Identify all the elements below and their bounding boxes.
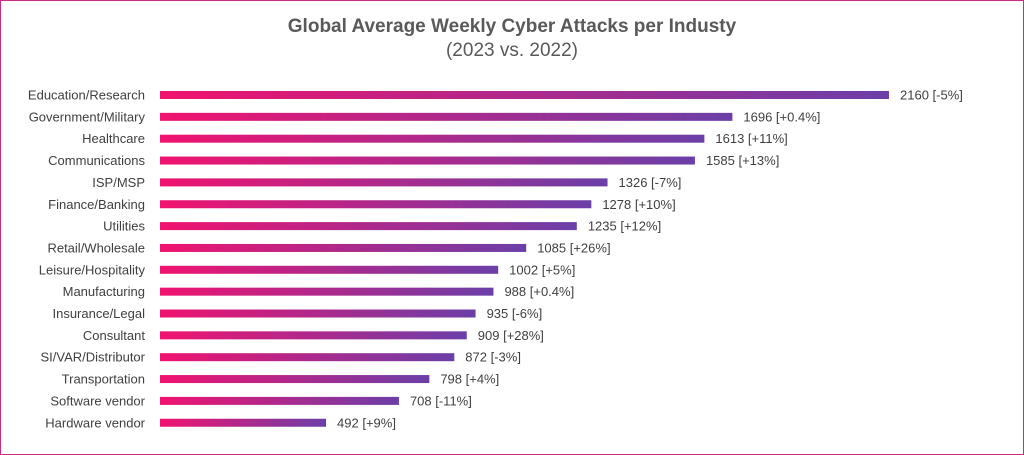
bar — [160, 287, 494, 296]
bar — [160, 265, 499, 274]
data-label: 1613 [+11%] — [715, 131, 787, 146]
category-label: Leisure/Hospitality — [39, 262, 146, 277]
data-label: 935 [-6%] — [487, 306, 543, 321]
bar — [160, 418, 327, 427]
category-label: Finance/Banking — [48, 197, 145, 212]
bar — [160, 375, 430, 384]
category-label: Government/Military — [29, 109, 146, 124]
category-label: ISP/MSP — [92, 175, 145, 190]
bar — [160, 91, 889, 99]
category-label: Utilities — [103, 219, 145, 234]
category-label: Education/Research — [28, 88, 145, 103]
data-label: 1326 [-7%] — [619, 175, 682, 190]
data-label: 1085 [+26%] — [537, 240, 610, 255]
bar — [160, 156, 695, 165]
data-label: 798 [+4%] — [440, 372, 499, 387]
data-label: 492 [+9%] — [337, 415, 396, 430]
bar — [160, 396, 399, 405]
data-label: 708 [-11%] — [410, 393, 472, 408]
chart-subtitle: (2023 vs. 2022) — [445, 40, 579, 61]
category-label: SI/VAR/Distributor — [40, 350, 145, 365]
bar — [160, 178, 608, 187]
bar — [160, 222, 577, 231]
category-label: Software vendor — [50, 393, 145, 408]
category-label: Communications — [48, 153, 145, 168]
data-label: 1278 [+10%] — [602, 197, 675, 212]
data-label: 2160 [-5%] — [900, 88, 963, 103]
data-label: 909 [+28%] — [478, 328, 544, 343]
data-label: 872 [-3%] — [465, 350, 521, 365]
category-label: Retail/Wholesale — [47, 240, 145, 255]
bar — [160, 112, 733, 121]
category-label: Manufacturing — [63, 284, 145, 299]
bar — [160, 309, 476, 318]
data-label: 1235 [+12%] — [588, 219, 661, 234]
category-label: Transportation — [62, 372, 145, 387]
chart-title: Global Average Weekly Cyber Attacks per … — [287, 16, 737, 37]
bar — [160, 134, 705, 143]
bars-group: Education/Research 2160 [-5%] Government/M… — [28, 88, 963, 431]
data-label: 1585 [+13%] — [706, 153, 779, 168]
data-label: 988 [+0.4%] — [504, 284, 574, 299]
bar — [160, 353, 455, 362]
category-label: Insurance/Legal — [52, 306, 145, 321]
bar — [160, 331, 467, 340]
data-label: 1002 [+5%] — [509, 262, 575, 277]
data-label: 1696 [+0.4%] — [743, 109, 820, 124]
category-label: Hardware vendor — [45, 415, 145, 430]
category-label: Healthcare — [82, 131, 145, 146]
bar — [160, 243, 527, 252]
bar — [160, 200, 592, 209]
category-label: Consultant — [83, 328, 146, 343]
